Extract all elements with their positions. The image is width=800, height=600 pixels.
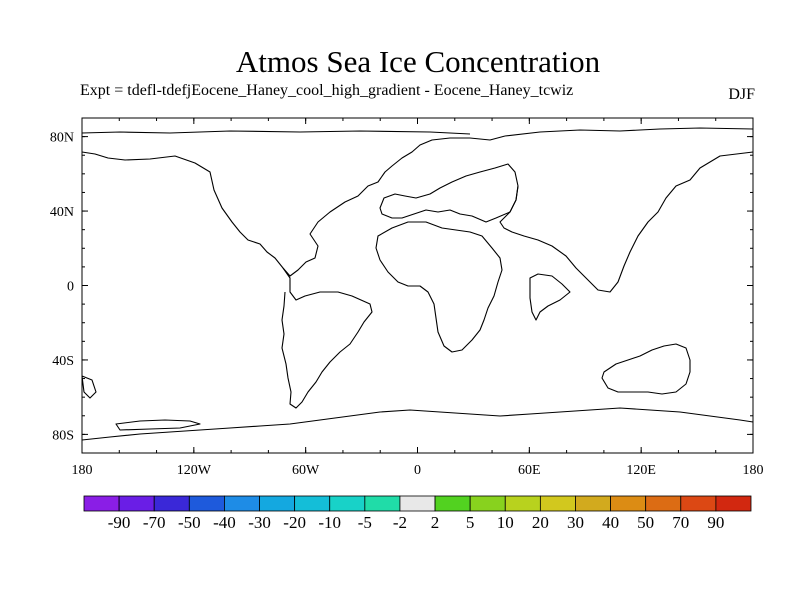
colorbar-label: -50	[178, 513, 201, 532]
colorbar-swatch	[575, 495, 611, 512]
colorbar-label: 20	[532, 513, 549, 532]
continent-outlines	[81, 127, 754, 441]
colorbar-swatch	[153, 495, 190, 512]
colorbar-swatch	[469, 495, 506, 512]
x-tick-label: 60E	[518, 463, 541, 478]
colorbar-swatch	[294, 495, 331, 512]
y-tick-label: 0	[67, 280, 74, 295]
colorbar-swatch	[434, 495, 471, 512]
colorbar-swatch	[83, 495, 120, 512]
experiment-subtitle: Expt = tdefl-tdefjEocene_Haney_cool_high…	[80, 82, 574, 99]
colorbar-label: -30	[248, 513, 271, 532]
colorbar-swatch	[329, 495, 366, 512]
asia-coastline	[499, 127, 754, 293]
south-america-coastline	[281, 267, 373, 409]
colorbar-swatch	[680, 495, 717, 512]
colorbar-label: -40	[213, 513, 236, 532]
colorbar-swatch	[118, 495, 155, 512]
colorbar-swatch	[610, 495, 647, 512]
x-axis: 180 120W 60W 0 60E 120E 180	[72, 118, 764, 478]
map-title: Atmos Sea Ice Concentration	[235, 44, 601, 79]
africa-coastline	[375, 221, 503, 353]
x-tick-label: 180	[743, 463, 764, 478]
australia-coastline	[601, 343, 691, 395]
colorbar-swatch	[645, 495, 682, 512]
colorbar-label: -2	[393, 513, 407, 532]
colorbar-swatch	[539, 495, 576, 512]
colorbar-label: -5	[358, 513, 372, 532]
y-tick-label: 80N	[50, 131, 74, 146]
colorbar-swatch	[364, 495, 401, 512]
colorbar-label: 50	[637, 513, 654, 532]
colorbar-label: -90	[108, 513, 131, 532]
colorbar-swatch	[188, 495, 225, 512]
season-label: DJF	[728, 86, 755, 103]
y-tick-label: 40N	[50, 205, 74, 220]
colorbar-label: 30	[567, 513, 584, 532]
north-america-coastline	[81, 135, 506, 277]
colorbar-label: 90	[707, 513, 724, 532]
colorbar-swatch	[504, 495, 541, 512]
colorbar-label: 10	[497, 513, 514, 532]
map-panel	[81, 117, 754, 454]
colorbar-label: 5	[466, 513, 475, 532]
colorbar-swatch	[224, 495, 260, 512]
colorbar-label: -70	[143, 513, 166, 532]
colorbar-label: 70	[672, 513, 689, 532]
colorbar-label: -20	[283, 513, 306, 532]
x-tick-label: 0	[414, 463, 421, 478]
x-tick-label: 180	[72, 463, 93, 478]
arctic-north-coast	[81, 130, 471, 135]
india-coastline	[529, 273, 571, 321]
colorbar-label: -10	[318, 513, 341, 532]
x-tick-label: 120W	[177, 463, 212, 478]
y-axis: 80N 40N 0 40S 80S	[50, 117, 753, 454]
colorbar-label: 40	[602, 513, 619, 532]
colorbar-swatch	[399, 495, 436, 512]
y-tick-label: 80S	[52, 428, 74, 443]
colorbar-label: 2	[431, 513, 440, 532]
new-zealand-coastline	[81, 375, 97, 399]
antarctic-peninsula	[115, 419, 201, 431]
antarctica-coastline	[81, 407, 754, 441]
colorbar-swatch	[259, 495, 296, 512]
y-tick-label: 40S	[52, 354, 74, 369]
x-tick-label: 120E	[626, 463, 656, 478]
colorbar: -90 -70 -50 -40 -30 -20 -10 -5 -2 2 5 10 20 30 40 50 70 9…	[83, 495, 752, 532]
colorbar-swatch	[715, 495, 752, 512]
x-tick-label: 60W	[292, 463, 320, 478]
